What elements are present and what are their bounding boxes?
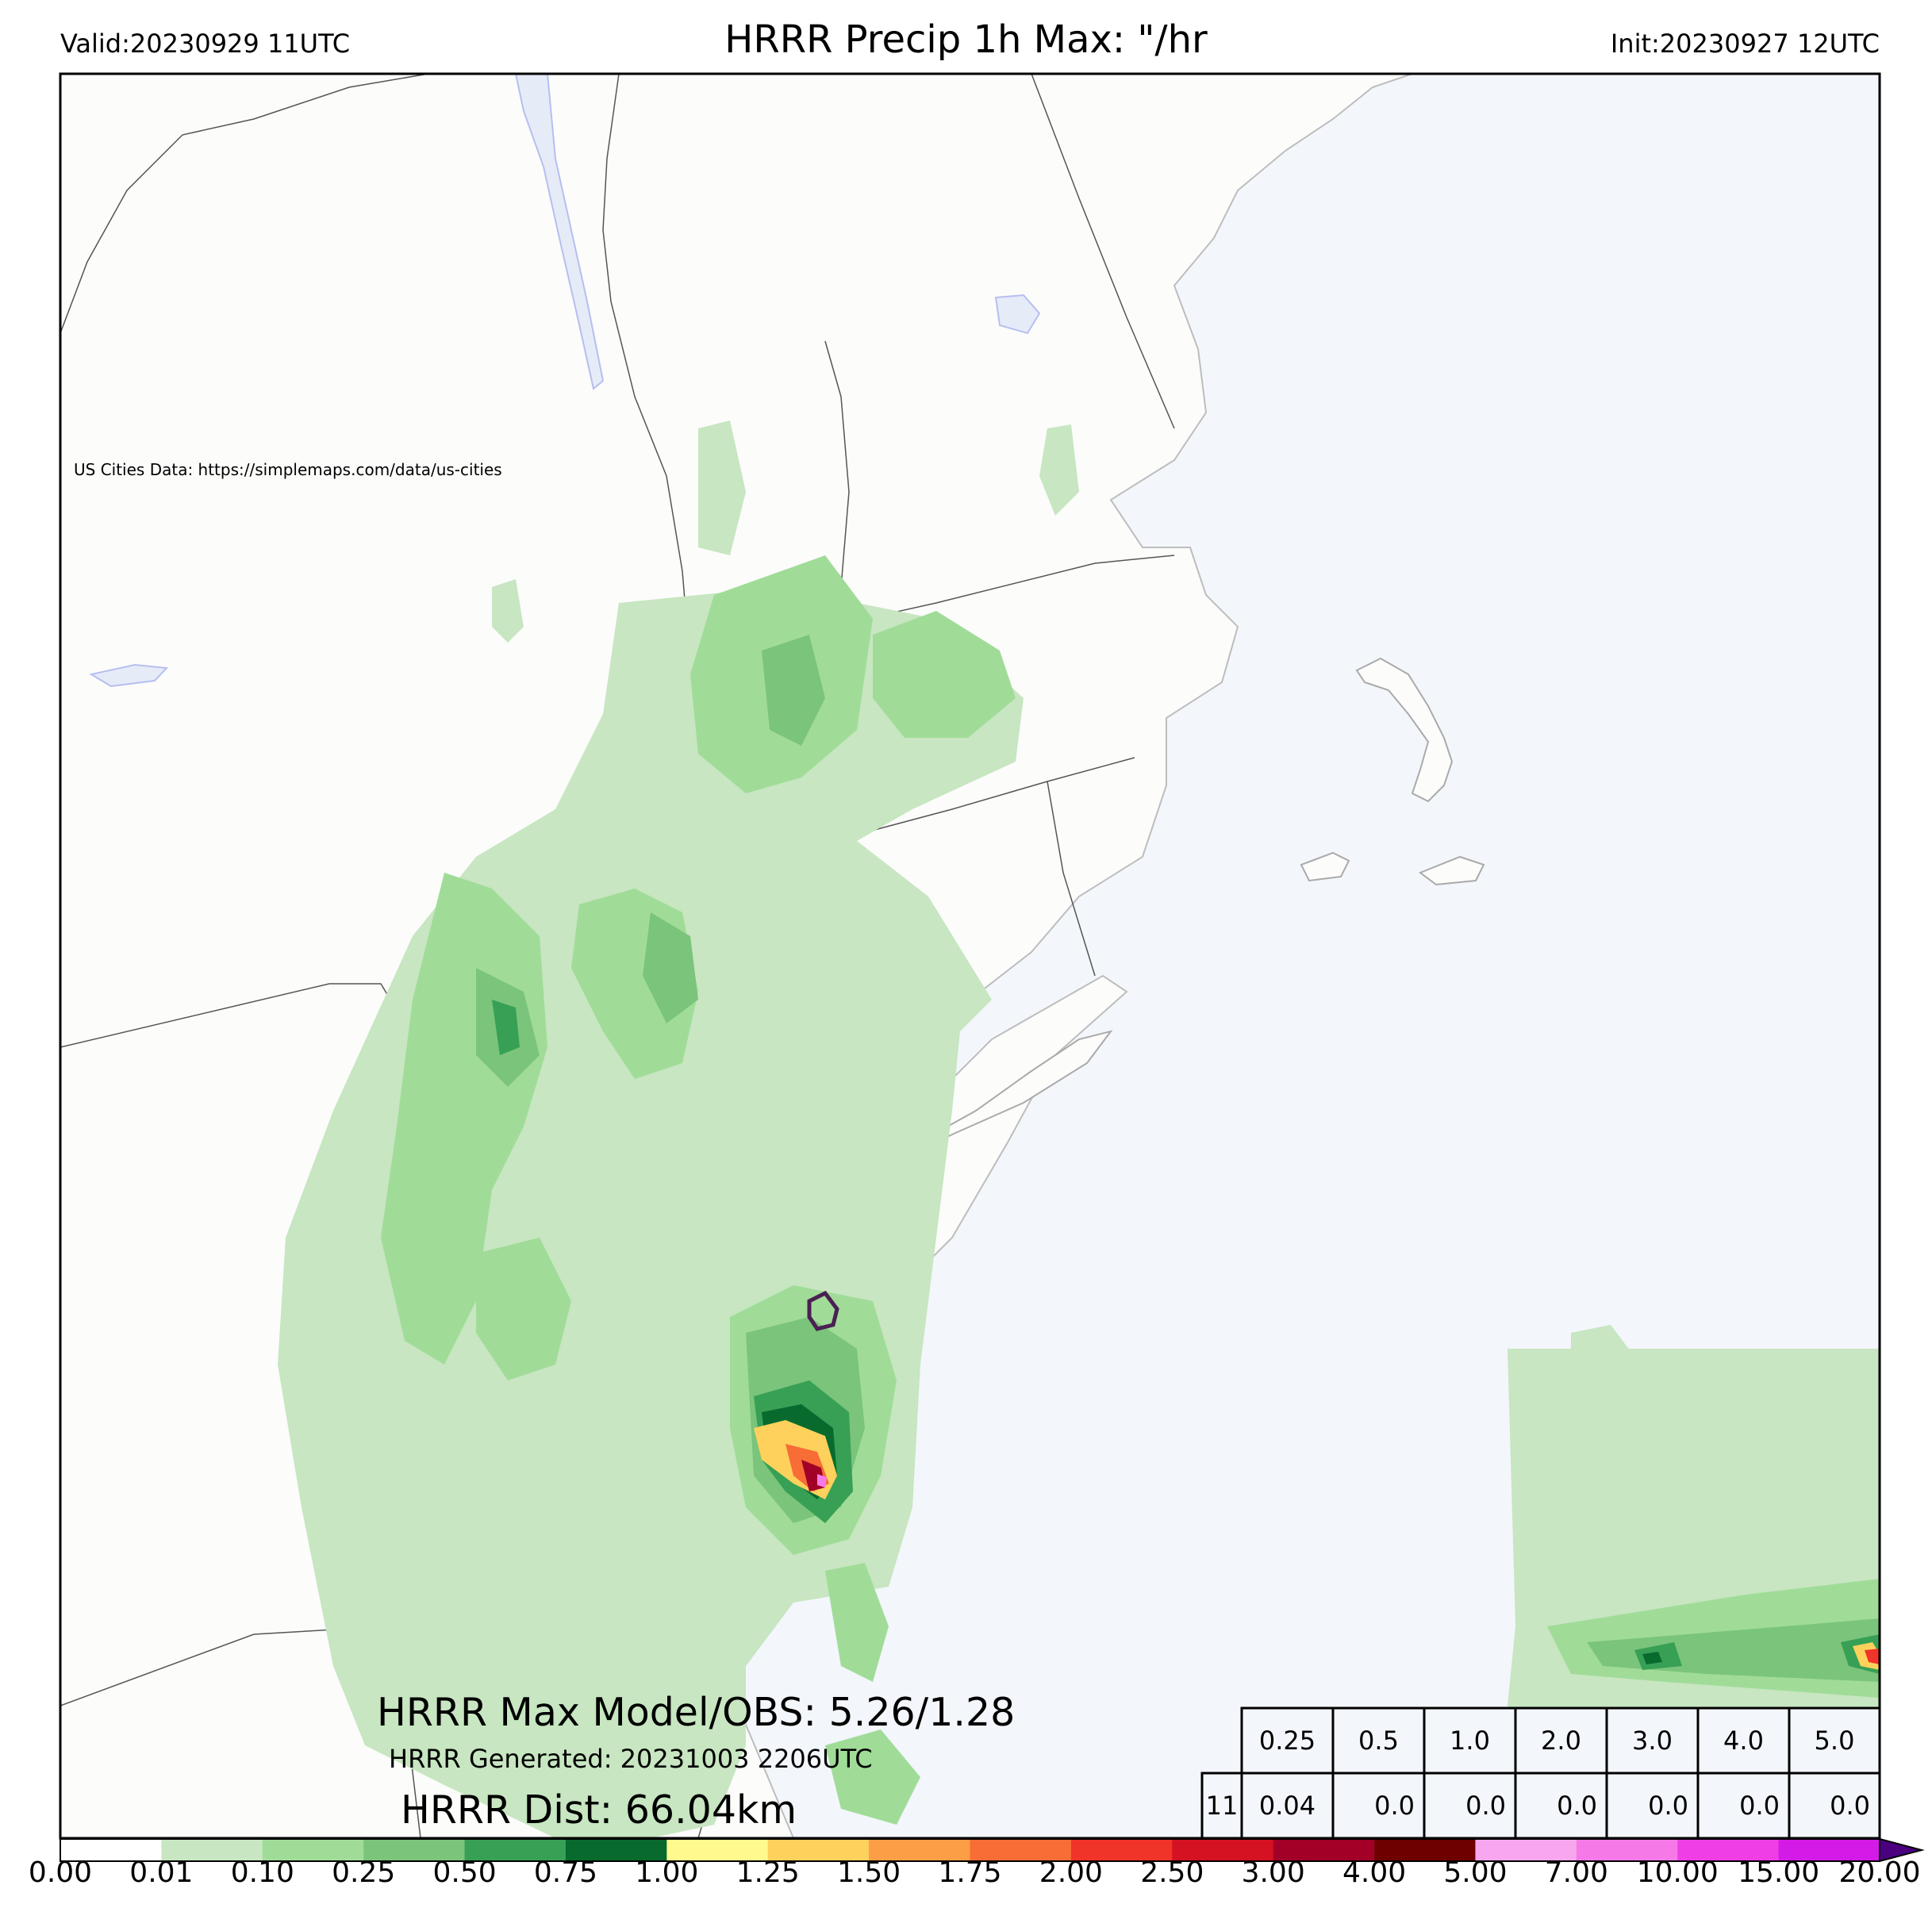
colorbar-tick-label: 2.50 [1140, 1856, 1204, 1889]
colorbar-segment [60, 1839, 162, 1861]
chart-title: HRRR Precip 1h Max: "/hr [724, 17, 1208, 62]
colorbar-tick-label: 1.50 [837, 1856, 901, 1889]
colorbar-segment [1576, 1839, 1678, 1861]
colorbar-segment [262, 1839, 364, 1861]
generated-time: HRRR Generated: 20231003 2206UTC [389, 1744, 873, 1774]
colorbar-segment [464, 1839, 567, 1861]
lake-champlain [514, 74, 605, 390]
colorbar-segment [1475, 1839, 1577, 1861]
marthas-vineyard [1300, 851, 1350, 882]
colorbar-tick-label: 1.25 [736, 1856, 800, 1889]
colorbar-tick-label: 3.00 [1241, 1856, 1305, 1889]
cape-cod [1355, 657, 1454, 803]
obs-contour [807, 1290, 839, 1331]
colorbar-segment [1070, 1839, 1173, 1861]
max-model-obs: HRRR Max Model/OBS: 5.26/1.28 [377, 1690, 1016, 1735]
data-attribution: US Cities Data: https://simplemaps.com/d… [74, 460, 502, 479]
colorbar-segment [363, 1839, 466, 1861]
colorbar-segment [1172, 1839, 1274, 1861]
colorbar-tick-label: 0.50 [432, 1856, 497, 1889]
colorbar-tick-label: 1.00 [635, 1856, 699, 1889]
colorbar-segment [970, 1839, 1072, 1861]
init-time: Init:20230927 12UTC [1610, 29, 1880, 59]
threshold-value: 0.0 [1830, 1791, 1870, 1821]
threshold-value: 0.0 [1465, 1791, 1506, 1821]
threshold-header: 1.0 [1450, 1726, 1490, 1756]
colorbar [60, 1839, 1880, 1861]
colorbar-tick-label: 0.01 [129, 1856, 194, 1889]
threshold-header: 0.5 [1358, 1726, 1399, 1756]
colorbar-tick-label: 0.25 [332, 1856, 396, 1889]
threshold-value: 0.04 [1258, 1791, 1316, 1821]
threshold-value: 0.0 [1648, 1791, 1688, 1821]
threshold-header: 3.0 [1632, 1726, 1673, 1756]
colorbar-segment [1374, 1839, 1476, 1861]
colorbar-tick-label: 0.75 [533, 1856, 598, 1889]
threshold-header: 0.25 [1258, 1726, 1316, 1756]
threshold-header: 4.0 [1723, 1726, 1764, 1756]
colorbar-segment [161, 1839, 263, 1861]
colorbar-segment [1273, 1839, 1375, 1861]
colorbar-segment [1778, 1839, 1880, 1861]
colorbar-tick-label: 7.00 [1544, 1856, 1608, 1889]
colorbar-tick-label: 0.10 [230, 1856, 294, 1889]
hrrr-distance: HRRR Dist: 66.04km [401, 1787, 797, 1833]
colorbar-tick-label: 1.75 [938, 1856, 1002, 1889]
lake-oneida [89, 663, 169, 688]
threshold-value: 0.0 [1374, 1791, 1415, 1821]
threshold-table-grid [1200, 1706, 1881, 1840]
colorbar-tick-label: 20.00 [1838, 1856, 1921, 1889]
colorbar-segment [767, 1839, 870, 1861]
colorbar-segment [1677, 1839, 1780, 1861]
threshold-value: 0.0 [1557, 1791, 1597, 1821]
colorbar-tick-label: 15.00 [1738, 1856, 1820, 1889]
colorbar-segment [666, 1839, 769, 1861]
colorbar-tick-label: 0.00 [28, 1856, 93, 1889]
colorbar-tick-label: 5.00 [1443, 1856, 1508, 1889]
valid-time: Valid:20230929 11UTC [60, 29, 351, 59]
colorbar-tick-label: 10.00 [1636, 1856, 1719, 1889]
colorbar-tick-label: 2.00 [1039, 1856, 1103, 1889]
threshold-header: 2.0 [1541, 1726, 1581, 1756]
threshold-value: 0.0 [1739, 1791, 1780, 1821]
colorbar-tick-label: 4.00 [1342, 1856, 1407, 1889]
precip-heavy-core [754, 1420, 1880, 1670]
row-label: 11 [1205, 1791, 1239, 1821]
nantucket [1418, 855, 1485, 886]
colorbar-segment [565, 1839, 667, 1861]
lake-maine [994, 294, 1041, 335]
threshold-header: 5.0 [1814, 1726, 1855, 1756]
colorbar-extend-triangle [1879, 1837, 1925, 1863]
colorbar-segment [869, 1839, 970, 1861]
